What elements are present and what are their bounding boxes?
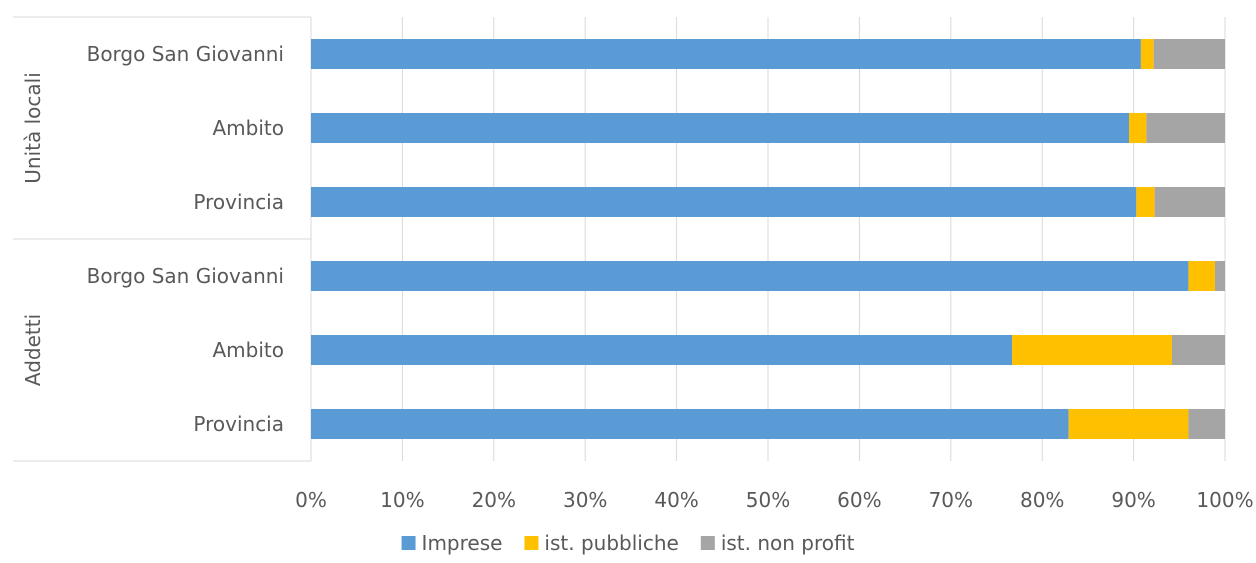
x-tick-label: 20% [472,488,516,512]
legend-label: ist. pubbliche [544,531,678,555]
bar-segment [311,261,1189,291]
legend: Imprese ist. pubbliche ist. non profit [401,531,855,555]
legend-swatch [700,536,715,550]
bar-segment [1068,409,1189,439]
group-label: Addetti [21,314,45,386]
legend-swatch [401,536,416,550]
bar-segment [1153,39,1225,69]
bar-segment [311,39,1141,69]
x-tick-label: 90% [1111,488,1155,512]
x-tick-label: 0% [295,488,327,512]
x-tick-label: 10% [380,488,424,512]
category-label: Provincia [193,412,284,436]
x-tick-label: 50% [746,488,790,512]
x-tick-label: 60% [837,488,881,512]
bar-segment [311,113,1130,143]
x-axis-ticks: 0% 10% 20% 30% 40% 50% 60% 70% 80% 90% 100% [295,488,1253,512]
bar-segment [1012,335,1172,365]
bar-segment [1140,39,1154,69]
x-tick-label: 30% [563,488,607,512]
bar-segment [311,409,1069,439]
x-tick-label: 70% [929,488,973,512]
bar-segment [1136,187,1155,217]
category-label: Borgo San Giovanni [87,42,284,66]
x-tick-label: 80% [1020,488,1064,512]
category-label: Ambito [213,116,285,140]
bar-segment [1129,113,1147,143]
group-label: Unità locali [21,72,45,183]
category-label: Borgo San Giovanni [87,264,284,288]
category-axis: Unità locali Addetti Borgo San Giovanni Amb… [13,16,312,462]
bars [311,39,1225,439]
bar-segment [1214,261,1225,291]
bar-segment [1146,113,1225,143]
gridlines [310,17,1226,461]
bar-segment [1171,335,1225,365]
x-tick-label: 40% [654,488,698,512]
bar-segment [311,335,1013,365]
bar-segment [1154,187,1225,217]
legend-label: ist. non profit [721,531,855,555]
legend-label: Imprese [422,531,503,555]
bar-segment [311,187,1137,217]
bar-segment [1188,409,1225,439]
legend-swatch [524,536,539,550]
category-label: Provincia [193,190,284,214]
bar-segment [1188,261,1215,291]
x-tick-label: 100% [1196,488,1253,512]
category-label: Ambito [213,338,285,362]
